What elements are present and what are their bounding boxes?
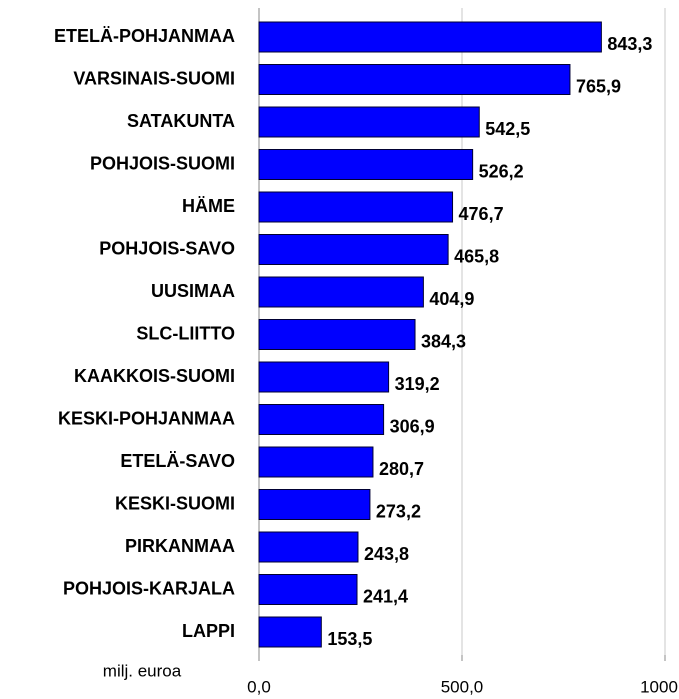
value-label: 243,8	[364, 544, 409, 564]
bar	[258, 149, 474, 180]
value-label: 306,9	[390, 416, 435, 436]
y-tick-label: UUSIMAA	[151, 281, 235, 301]
x-tick-label: 1000	[640, 677, 678, 696]
bar	[258, 361, 390, 393]
value-label: 273,2	[376, 501, 421, 521]
y-tick-label: HÄME	[182, 196, 235, 216]
bar	[258, 531, 359, 563]
y-tick-label: POHJOIS-KARJALA	[63, 578, 235, 598]
value-label: 319,2	[395, 374, 440, 394]
bar	[258, 21, 602, 53]
bar	[258, 446, 374, 478]
y-tick-label: KESKI-POHJANMAA	[58, 408, 235, 428]
bar	[258, 64, 571, 95]
y-tick-label: LAPPI	[182, 621, 235, 641]
bar	[258, 276, 424, 308]
value-label: 153,5	[327, 629, 372, 649]
x-axis-label: milj. euroa	[103, 661, 182, 680]
bar	[258, 404, 385, 435]
value-label: 526,2	[479, 161, 524, 181]
x-tick-label: 500,0	[441, 677, 484, 696]
bar	[258, 319, 416, 350]
bar	[258, 616, 322, 648]
y-tick-label: VARSINAIS-SUOMI	[73, 68, 235, 88]
y-tick-label: KAAKKOIS-SUOMI	[74, 366, 235, 386]
value-label: 476,7	[459, 204, 504, 224]
value-label: 765,9	[576, 76, 621, 96]
y-tick-label: POHJOIS-SAVO	[99, 238, 235, 258]
y-tick-label: SLC-LIITTO	[136, 323, 235, 343]
x-tick-label: 0,0	[247, 677, 271, 696]
y-tick-label: POHJOIS-SUOMI	[90, 153, 235, 173]
value-label: 384,3	[421, 331, 466, 351]
y-tick-label: ETELÄ-POHJANMAA	[54, 26, 235, 46]
value-label: 843,3	[607, 34, 652, 54]
value-label: 280,7	[379, 459, 424, 479]
bar	[258, 489, 371, 520]
value-label: 241,4	[363, 586, 408, 606]
y-tick-label: ETELÄ-SAVO	[120, 451, 235, 471]
bar	[258, 106, 480, 138]
bar	[258, 234, 449, 265]
y-tick-label: KESKI-SUOMI	[115, 493, 235, 513]
y-tick-label: SATAKUNTA	[127, 111, 235, 131]
value-label: 542,5	[485, 119, 530, 139]
bar	[258, 574, 358, 605]
bar	[258, 191, 454, 223]
y-tick-label: PIRKANMAA	[125, 536, 235, 556]
value-label: 465,8	[454, 246, 499, 266]
value-label: 404,9	[429, 289, 474, 309]
